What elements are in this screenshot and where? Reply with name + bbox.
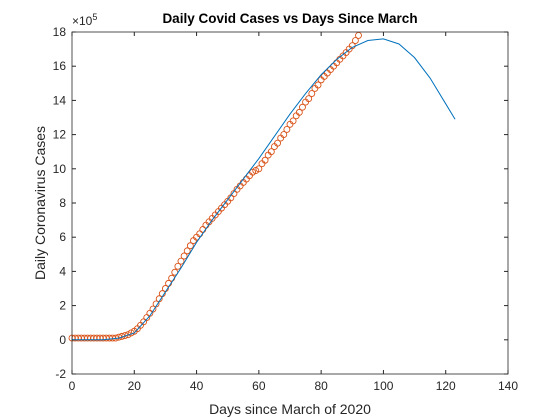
fit-line [72, 38, 456, 341]
scatter-point [305, 95, 313, 103]
scatter-point [267, 148, 275, 156]
scatter-point [314, 81, 322, 89]
x-tick-label: 100 [373, 379, 393, 393]
scatter-point [289, 117, 297, 125]
scatter-point [186, 242, 194, 250]
scatter-point [255, 165, 263, 173]
scatter-point [177, 257, 185, 265]
scatter-point [295, 108, 303, 116]
scatter-point [308, 90, 316, 98]
y-exponent: ×105 [72, 12, 97, 28]
y-tick-label: 12 [53, 128, 67, 142]
scatter-point [355, 31, 362, 39]
scatter-point [283, 126, 291, 133]
scatter-point [274, 139, 281, 147]
y-tick-label: 16 [53, 59, 67, 73]
chart-title: Daily Covid Cases vs Days Since March [162, 11, 417, 26]
y-tick-label: 6 [59, 230, 66, 244]
y-tick-label: 8 [59, 196, 66, 210]
y-tick-label: 14 [53, 93, 67, 107]
y-tick-label: 10 [53, 162, 67, 176]
x-tick-label: 60 [252, 379, 266, 393]
scatter-point [261, 156, 269, 164]
x-tick-label: 140 [498, 379, 518, 393]
x-axis-label: Days since March of 2020 [209, 401, 371, 417]
x-tick-label: 120 [436, 379, 456, 393]
scatter-point [280, 131, 288, 139]
y-tick-label: -2 [55, 367, 66, 381]
scatter-point [299, 103, 306, 111]
y-tick-label: 18 [53, 25, 67, 39]
y-axis-label: Daily Coronavirus Cases [32, 126, 48, 280]
x-tick-label: 40 [190, 379, 204, 393]
x-tick-label: 80 [314, 379, 328, 393]
y-tick-label: 2 [59, 299, 66, 313]
scatter-point [351, 37, 359, 44]
scatter-point [149, 305, 157, 313]
scatter-point [183, 247, 191, 255]
scatter-point [180, 252, 188, 260]
y-tick-label: 4 [59, 264, 66, 278]
y-exponent-base: ×10 [72, 14, 93, 28]
x-tick-label: 0 [69, 379, 76, 393]
y-tick-label: 0 [59, 333, 66, 347]
axes-box [71, 31, 509, 375]
scatter-point [174, 262, 182, 270]
y-exponent-power: 5 [92, 12, 97, 22]
x-tick-label: 20 [128, 379, 142, 393]
